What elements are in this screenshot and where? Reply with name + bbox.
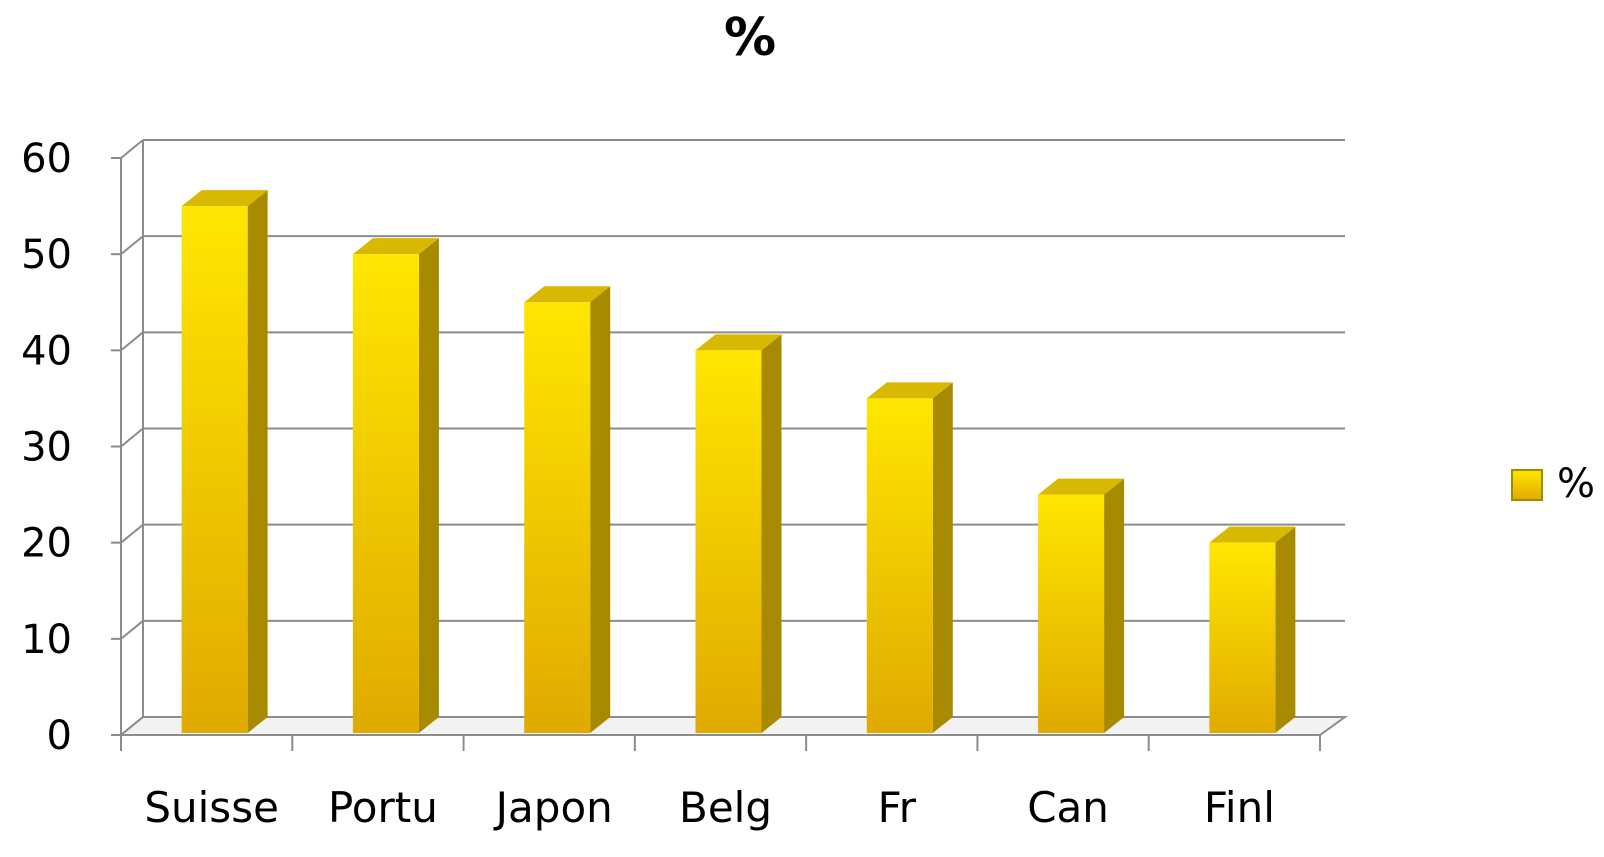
bar-side — [590, 286, 611, 733]
bar-front — [352, 254, 419, 733]
gridline-depth — [120, 331, 144, 352]
bar-top — [352, 238, 439, 255]
bar — [352, 238, 439, 733]
gridline-depth — [120, 523, 144, 544]
y-tick-label: 50 — [21, 232, 72, 278]
bar — [524, 286, 611, 733]
bar-top — [1038, 478, 1125, 495]
y-tick-labels: 0 10 20 30 40 50 60 — [21, 136, 72, 759]
bar-side — [247, 190, 268, 734]
bar-front — [524, 302, 591, 733]
chart-title: % — [724, 8, 776, 68]
legend: % — [1511, 461, 1595, 507]
legend-label: % — [1557, 461, 1595, 507]
x-tick-label: Can — [1027, 783, 1109, 832]
bars — [181, 190, 1296, 734]
bar-side — [418, 238, 439, 733]
bar — [866, 382, 953, 733]
y-tick-label: 30 — [21, 425, 72, 471]
bar-front — [866, 398, 933, 733]
gridline-depth — [120, 620, 144, 640]
bar-front — [1038, 494, 1105, 733]
y-tick-label: 60 — [21, 136, 72, 182]
x-tick-label: Finl — [1204, 783, 1275, 832]
bar — [695, 334, 782, 733]
bar-top — [866, 382, 953, 399]
gridline-depth — [120, 139, 144, 159]
x-tick-label: Japon — [493, 783, 613, 832]
x-tick-label: Portu — [328, 783, 438, 832]
bar-top — [524, 286, 611, 303]
bar-front — [1209, 542, 1276, 733]
bar-side — [761, 334, 782, 733]
bar — [1209, 526, 1296, 733]
y-tick-label: 10 — [21, 617, 72, 663]
bar-side — [932, 382, 953, 733]
bar-side — [1104, 478, 1125, 733]
bar-top — [181, 190, 268, 207]
x-tick-label: Suisse — [144, 783, 279, 832]
bar-front — [695, 350, 762, 733]
gridline-depth — [120, 235, 144, 255]
legend-swatch — [1511, 469, 1543, 501]
bar — [1038, 478, 1125, 733]
bar — [181, 190, 268, 734]
bar-side — [1275, 526, 1296, 733]
y-tick-label: 40 — [21, 328, 72, 374]
gridline-depth — [120, 427, 144, 448]
bar-top — [1209, 526, 1296, 543]
y-tick-label: 20 — [21, 521, 72, 567]
y-tick-label: 0 — [47, 713, 72, 759]
x-tick-labels: Suisse Portu Japon Belg Fr Can Finl — [144, 783, 1275, 832]
bar-front — [181, 206, 248, 734]
x-tick-label: Belg — [679, 783, 772, 832]
x-tick-label: Fr — [878, 783, 917, 832]
bar-top — [695, 334, 782, 351]
